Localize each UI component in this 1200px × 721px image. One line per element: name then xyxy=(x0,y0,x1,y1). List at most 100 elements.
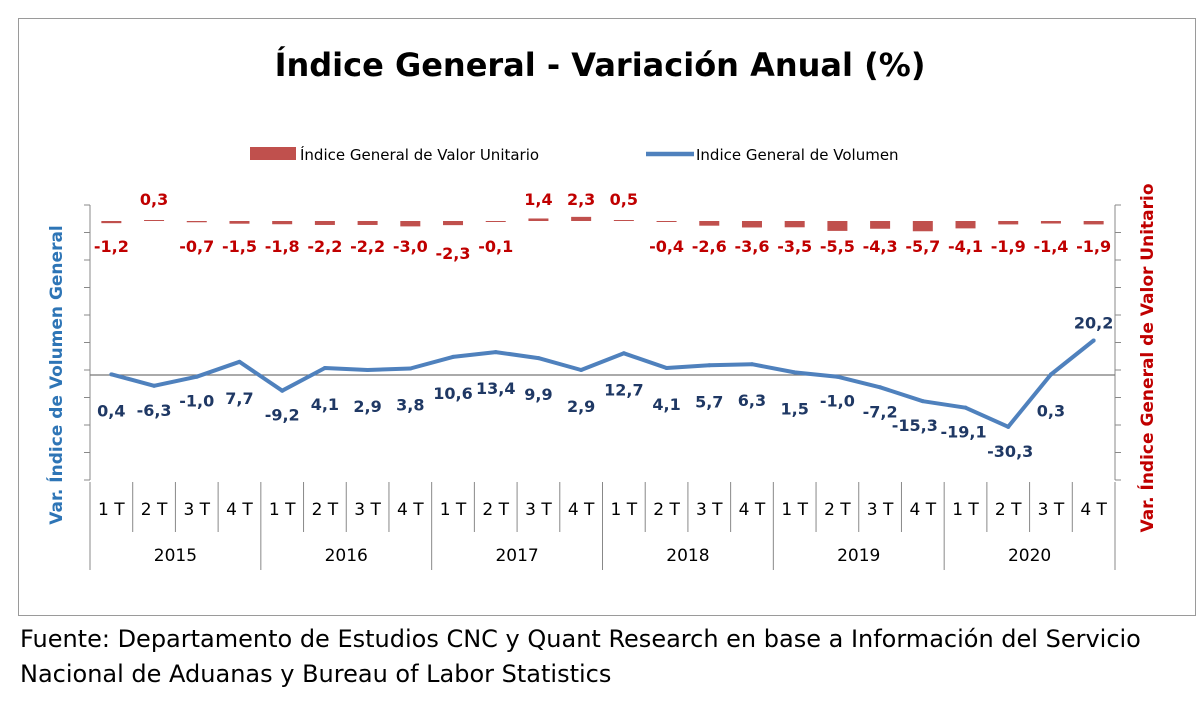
year-label: 2015 xyxy=(154,546,197,566)
quarter-label: 3 T xyxy=(525,500,552,520)
bar-data-label: 0,3 xyxy=(140,190,168,209)
volume-point-7 xyxy=(365,368,370,373)
bar-21 xyxy=(955,221,976,229)
volume-point-23 xyxy=(1048,372,1053,377)
volume-point-18 xyxy=(835,374,840,379)
bar-data-label: -2,2 xyxy=(307,237,342,256)
bar-data-label: -0,4 xyxy=(649,237,684,256)
line-data-label: 0,3 xyxy=(1037,401,1065,420)
bar-data-label: -0,7 xyxy=(179,237,214,256)
quarter-label: 4 T xyxy=(910,500,937,520)
bar-6 xyxy=(314,221,335,225)
line-data-label: 12,7 xyxy=(604,380,643,399)
bar-data-label: -5,5 xyxy=(820,237,855,256)
year-label: 2018 xyxy=(666,546,709,566)
quarter-label: 4 T xyxy=(397,500,424,520)
line-data-label: 4,1 xyxy=(311,395,339,414)
line-series-volumen xyxy=(109,338,1096,429)
volume-point-8 xyxy=(408,366,413,371)
quarter-label: 1 T xyxy=(952,500,979,520)
source-note-line-1: Fuente: Departamento de Estudios CNC y Q… xyxy=(20,625,1141,653)
bar-data-label: -3,0 xyxy=(393,237,428,256)
line-data-label: -9,2 xyxy=(265,406,300,425)
bar-data-label: -1,2 xyxy=(94,237,129,256)
bar-8 xyxy=(400,221,421,227)
quarter-label: 2 T xyxy=(312,500,339,520)
bar-5 xyxy=(272,221,293,225)
y-axis-left-title: Var. Índice de Volumen General xyxy=(45,225,67,525)
bar-data-label: -2,6 xyxy=(692,237,727,256)
bar-data-label: -4,1 xyxy=(948,237,983,256)
quarter-label: 2 T xyxy=(995,500,1022,520)
volume-point-11 xyxy=(536,356,541,361)
line-data-label: 13,4 xyxy=(476,379,515,398)
line-data-label: 2,9 xyxy=(567,397,595,416)
legend-swatch-valor-unitario xyxy=(250,147,296,160)
bar-data-label: 2,3 xyxy=(567,190,595,209)
bar-data-labels: -1,2 0,3 -0,7 -1,5 -1,8 -2,2 -2,2 -3,0 -2,3 -0,1 1… xyxy=(94,190,1111,263)
line-data-label: 4,1 xyxy=(652,395,680,414)
year-label: 2020 xyxy=(1008,546,1051,566)
volume-point-6 xyxy=(322,365,327,370)
bar-1 xyxy=(101,221,122,224)
bar-12 xyxy=(571,216,592,221)
volume-line xyxy=(110,338,1095,429)
volume-point-2 xyxy=(152,383,157,388)
volume-point-15 xyxy=(707,363,712,368)
line-data-label: -30,3 xyxy=(987,442,1033,461)
volume-point-14 xyxy=(664,365,669,370)
line-data-label: -6,3 xyxy=(137,401,172,420)
quarter-label: 1 T xyxy=(611,500,638,520)
bar-data-label: -4,3 xyxy=(863,237,898,256)
volume-point-3 xyxy=(194,374,199,379)
quarter-label: 2 T xyxy=(141,500,168,520)
year-label: 2019 xyxy=(837,546,880,566)
bar-18 xyxy=(827,221,848,231)
bar-17 xyxy=(784,221,805,228)
bar-20 xyxy=(912,221,933,232)
bar-11 xyxy=(528,218,549,221)
quarter-label: 1 T xyxy=(269,500,296,520)
bar-23 xyxy=(1040,221,1061,224)
quarter-label: 4 T xyxy=(568,500,595,520)
line-data-label: 3,8 xyxy=(396,396,424,415)
bar-data-label: -0,1 xyxy=(478,237,513,256)
source-note: Fuente: Departamento de Estudios CNC y Q… xyxy=(20,622,1190,692)
quarter-label: 2 T xyxy=(824,500,851,520)
bar-data-label: -1,5 xyxy=(222,237,257,256)
chart-frame xyxy=(18,18,1196,616)
volume-point-10 xyxy=(493,350,498,355)
bar-13 xyxy=(613,220,634,221)
bar-data-label: -3,5 xyxy=(777,237,812,256)
line-data-label: 20,2 xyxy=(1074,313,1113,332)
chart-area: Índice General - Variación Anual (%) Índ… xyxy=(45,46,1158,570)
volume-point-12 xyxy=(579,368,584,373)
line-data-label: 2,9 xyxy=(353,397,381,416)
quarter-label: 3 T xyxy=(354,500,381,520)
volume-point-4 xyxy=(237,359,242,364)
volume-point-21 xyxy=(963,405,968,410)
bar-data-label: -1,4 xyxy=(1033,237,1068,256)
bar-24 xyxy=(1083,221,1104,225)
bar-9 xyxy=(443,221,464,226)
legend-label-volumen: Indice General de Volumen xyxy=(696,146,899,164)
line-data-label: 10,6 xyxy=(433,384,472,403)
bar-22 xyxy=(998,221,1019,225)
bar-data-label: -3,6 xyxy=(734,237,769,256)
y-axis-right-title: Var. Índice General de Valor Unitario xyxy=(1136,183,1158,532)
bar-data-label: -5,7 xyxy=(905,237,940,256)
volume-point-5 xyxy=(280,388,285,393)
line-data-label: 9,9 xyxy=(524,385,552,404)
bar-16 xyxy=(741,221,762,228)
line-data-label: 1,5 xyxy=(781,399,809,418)
line-data-label: -1,0 xyxy=(820,392,855,411)
bar-2 xyxy=(144,220,165,221)
volume-point-24 xyxy=(1091,338,1096,343)
volume-point-1 xyxy=(109,372,114,377)
bar-data-label: 0,5 xyxy=(610,190,638,209)
bar-19 xyxy=(870,221,891,229)
quarter-label: 1 T xyxy=(98,500,125,520)
quarter-label: 4 T xyxy=(739,500,766,520)
volume-point-16 xyxy=(749,362,754,367)
bar-7 xyxy=(357,221,378,225)
